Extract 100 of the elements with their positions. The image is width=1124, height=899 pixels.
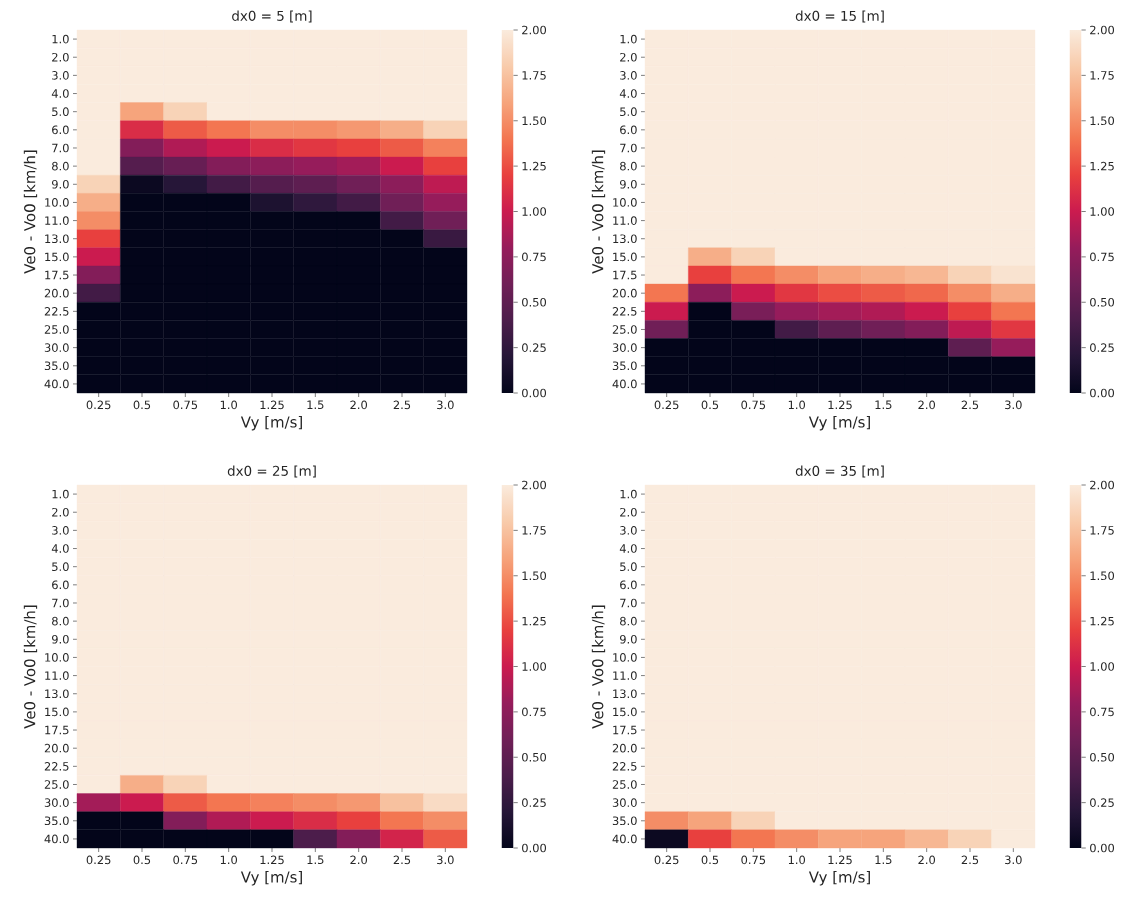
x-tick-label: 0.5: [701, 855, 719, 865]
y-tick-label: 15.0: [613, 707, 637, 717]
x-tick-label: 2.0: [918, 400, 936, 410]
y-tick-label: 7.0: [620, 598, 637, 608]
color-bar-label: 1.00: [1090, 662, 1115, 671]
x-tick-label: 0.25: [654, 855, 679, 865]
y-tick-label: 8.0: [620, 161, 637, 171]
y-tick-label: 7.0: [620, 143, 637, 153]
y-tick-label: 20.0: [612, 743, 637, 753]
y-tick-label: 2.0: [52, 507, 69, 517]
x-tick-label: 3.0: [437, 400, 454, 410]
y-tick-label: 4.0: [619, 89, 637, 98]
y-tick-label: 40.0: [612, 834, 637, 844]
y-tick-label: 2.0: [52, 52, 69, 62]
color-bar-label: 2.00: [1090, 480, 1115, 490]
x-tick-label: 0.25: [654, 400, 679, 410]
x-tick-label: 2.5: [961, 400, 979, 410]
y-tick-label: 13.0: [45, 234, 69, 244]
color-bar-label: 1.75: [1090, 526, 1114, 535]
x-axis-title: Vy [m/s]: [240, 416, 302, 431]
x-tick-label: 3.0: [437, 855, 454, 865]
y-tick-label: 40.0: [612, 379, 637, 389]
y-tick-label: 35.0: [612, 361, 637, 371]
x-tick-label: 1.5: [875, 855, 892, 865]
color-bar-label: 0.75: [522, 252, 546, 262]
y-tick-label: 8.0: [52, 616, 69, 626]
x-tick-label: 0.5: [133, 855, 151, 865]
color-bar-label: 1.50: [1090, 116, 1115, 126]
y-tick-label: 5.0: [52, 562, 69, 572]
color-bar-label: 1.75: [522, 71, 546, 80]
color-bar-label: 0.50: [522, 752, 547, 762]
y-tick-label: 4.0: [51, 544, 69, 553]
color-bar-label: 1.25: [522, 161, 546, 171]
y-axis-title: Ve0 - Vo0 [km/h]: [23, 150, 38, 274]
y-tick-label: 9.0: [619, 179, 637, 189]
color-bar-label: 1.50: [522, 571, 547, 581]
y-tick-label: 22.5: [612, 762, 637, 771]
y-tick-label: 5.0: [620, 562, 637, 572]
color-bar-label: 1.25: [1090, 616, 1114, 626]
color-bar-label: 2.00: [1090, 25, 1115, 35]
y-tick-label: 13.0: [45, 689, 69, 699]
y-tick-label: 25.0: [612, 325, 637, 334]
x-axis-title: Vy [m/s]: [240, 871, 302, 886]
y-tick-label: 8.0: [620, 616, 637, 626]
x-tick-label: 2.0: [918, 855, 936, 865]
y-tick-label: 13.0: [613, 234, 637, 244]
y-tick-label: 22.5: [44, 307, 69, 316]
y-tick-label: 22.5: [44, 762, 69, 771]
x-tick-label: 3.0: [1005, 400, 1022, 410]
y-tick-label: 2.0: [620, 507, 637, 517]
color-bar-label: 0.25: [1090, 343, 1114, 352]
chart-title: dx0 = 15 [m]: [795, 10, 884, 23]
y-tick-label: 5.0: [52, 107, 69, 117]
y-axis-title: Ve0 - Vo0 [km/h]: [591, 150, 606, 274]
x-tick-label: 0.25: [86, 855, 111, 865]
y-tick-label: 11.0: [613, 216, 637, 225]
y-tick-label: 17.5: [45, 270, 69, 280]
x-tick-label: 0.75: [173, 400, 198, 410]
y-tick-label: 4.0: [619, 544, 637, 553]
y-tick-label: 20.0: [612, 288, 637, 298]
y-tick-label: 40.0: [44, 834, 69, 844]
y-tick-label: 40.0: [44, 379, 69, 389]
y-tick-label: 35.0: [44, 361, 69, 371]
color-bar-label: 0.50: [522, 297, 547, 307]
color-bar-label: 0.00: [522, 388, 547, 398]
y-tick-label: 10.0: [45, 653, 69, 662]
x-tick-label: 1.25: [828, 855, 852, 865]
x-tick-label: 2.0: [350, 400, 368, 410]
y-tick-label: 20.0: [44, 743, 69, 753]
color-bar-label: 1.00: [522, 207, 547, 216]
x-tick-label: 1.25: [260, 855, 284, 865]
y-tick-label: 22.5: [612, 307, 637, 316]
y-tick-label: 25.0: [44, 780, 69, 789]
x-tick-label: 2.5: [961, 855, 979, 865]
y-tick-label: 9.0: [51, 179, 69, 189]
y-tick-label: 3.0: [52, 71, 69, 80]
y-tick-label: 5.0: [620, 107, 637, 117]
y-tick-label: 1.0: [52, 34, 69, 44]
y-tick-label: 1.0: [620, 34, 637, 44]
y-tick-label: 30.0: [44, 798, 69, 807]
color-bar-label: 0.75: [1090, 707, 1114, 717]
x-axis-title: Vy [m/s]: [808, 871, 870, 886]
x-tick-label: 0.25: [86, 400, 111, 410]
color-bar-label: 0.00: [522, 843, 547, 853]
y-tick-label: 15.0: [45, 707, 69, 717]
x-tick-label: 2.5: [393, 855, 411, 865]
x-tick-label: 3.0: [1005, 855, 1022, 865]
x-tick-label: 0.5: [701, 400, 719, 410]
chart-title: dx0 = 35 [m]: [795, 465, 884, 478]
y-tick-label: 15.0: [45, 252, 69, 262]
color-bar-label: 0.75: [522, 707, 546, 717]
x-tick-label: 0.75: [741, 400, 766, 410]
x-tick-label: 1.5: [307, 400, 324, 410]
y-tick-label: 4.0: [51, 89, 69, 98]
x-tick-label: 1.0: [788, 855, 806, 865]
y-tick-label: 17.5: [613, 270, 637, 280]
y-tick-label: 6.0: [52, 580, 69, 590]
y-tick-label: 7.0: [52, 598, 69, 608]
y-tick-label: 9.0: [619, 634, 637, 644]
x-tick-label: 2.0: [350, 855, 368, 865]
